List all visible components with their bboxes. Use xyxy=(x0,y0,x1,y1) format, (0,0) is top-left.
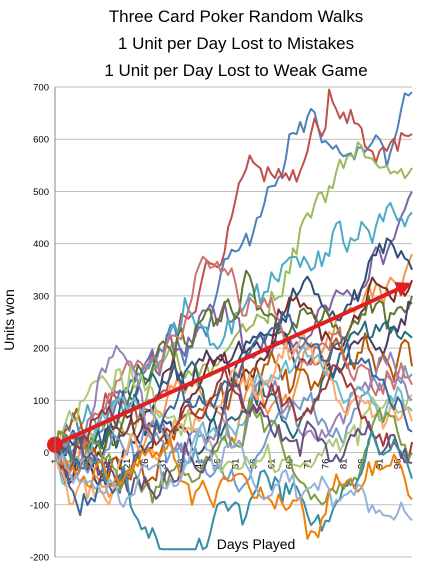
y-tick-label: 400 xyxy=(33,239,49,250)
title-line-3: 1 Unit per Day Lost to Weak Game xyxy=(104,61,367,80)
trend-arrow-shaft xyxy=(54,287,399,447)
x-axis-label: Days Played xyxy=(217,536,296,552)
x-tick-label: 51 xyxy=(230,459,241,470)
trend-arrow-head xyxy=(394,282,412,297)
x-tick-label: 26 xyxy=(140,459,151,470)
series-line xyxy=(54,345,413,487)
series-line xyxy=(54,311,413,517)
y-tick-label: 200 xyxy=(33,344,49,355)
y-tick-label: 500 xyxy=(33,187,49,198)
chart-title: Three Card Poker Random Walks 1 Unit per… xyxy=(104,7,367,80)
series-line xyxy=(54,255,413,484)
y-tick-label: 600 xyxy=(33,135,49,146)
series-line xyxy=(54,427,413,522)
series-lines xyxy=(54,88,413,551)
series-line xyxy=(54,363,413,474)
title-line-2: 1 Unit per Day Lost to Mistakes xyxy=(118,34,354,53)
y-tick-label: -200 xyxy=(30,553,49,564)
y-axis-ticks: -200 -100 0 100 200 300 400 500 600 700 xyxy=(30,83,49,564)
x-tick-label: 76 xyxy=(320,459,331,470)
series-line xyxy=(54,320,413,459)
y-tick-label: 0 xyxy=(44,448,49,459)
title-line-1: Three Card Poker Random Walks xyxy=(109,7,363,26)
y-tick-label: 100 xyxy=(33,396,49,407)
series-line xyxy=(54,269,413,472)
x-tick-label: 96 xyxy=(393,459,404,470)
series-line xyxy=(54,437,413,540)
series-line xyxy=(54,88,413,479)
x-tick-label: 31 xyxy=(158,459,169,470)
y-axis-label: Units won xyxy=(1,289,17,350)
x-tick-label: 71 xyxy=(302,459,313,470)
y-tick-label: -100 xyxy=(30,500,49,511)
x-tick-label: 21 xyxy=(122,459,133,470)
x-tick-label: 81 xyxy=(338,459,349,470)
x-tick-label: 41 xyxy=(194,459,205,470)
series-line xyxy=(54,201,413,469)
trend-arrow xyxy=(47,282,412,453)
y-tick-label: 300 xyxy=(33,291,49,302)
series-line xyxy=(54,364,413,474)
x-tick-label: 91 xyxy=(375,459,386,470)
series-line xyxy=(54,381,413,500)
x-tick-label: 66 xyxy=(284,459,295,470)
y-tick-label: 700 xyxy=(33,83,49,94)
